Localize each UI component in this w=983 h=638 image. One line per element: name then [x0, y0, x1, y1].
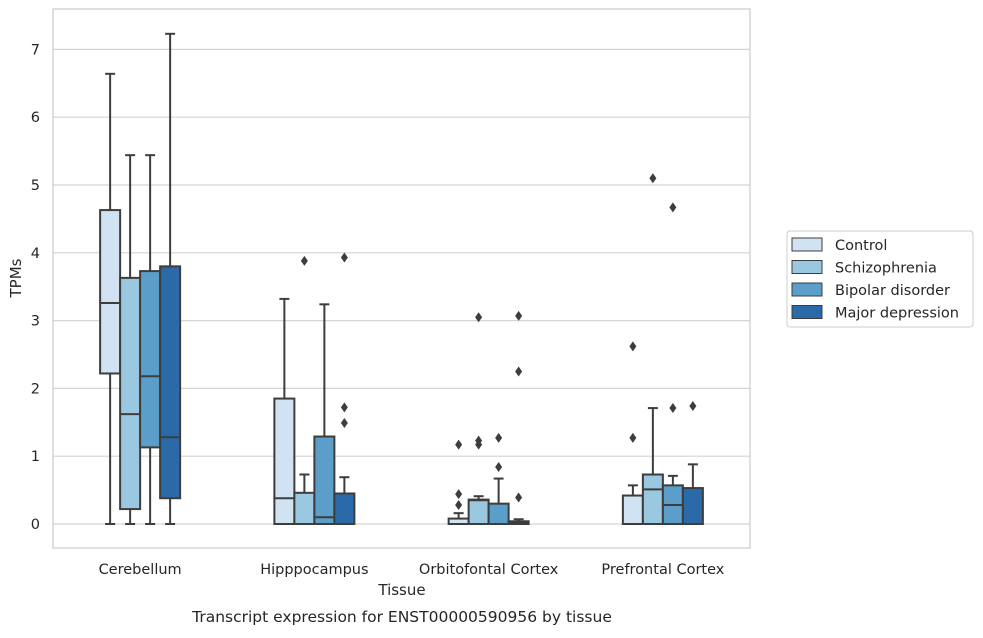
box-schizophrenia: [641, 173, 664, 526]
box-schizophrenia: [467, 312, 490, 526]
box-iqr: [333, 492, 356, 525]
legend-swatch: [791, 282, 823, 297]
box-bipolar-disorder: [139, 154, 162, 525]
outlier-point: [475, 312, 483, 323]
box-iqr: [99, 209, 122, 375]
outlier-point: [515, 492, 523, 503]
box-control: [99, 72, 122, 525]
box-iqr: [641, 473, 664, 526]
plot-frame: [52, 8, 751, 549]
outlier-point: [475, 435, 483, 446]
y-tick-label: 0: [31, 517, 40, 533]
box-major-depression: [681, 401, 704, 526]
outlier-point: [669, 403, 677, 414]
box-control: [273, 297, 296, 526]
box-iqr: [159, 265, 182, 500]
outlier-point: [340, 252, 348, 263]
legend: Control Schizophrenia Bipolar disorder Majo…: [786, 230, 974, 328]
legend-label: Major depression: [835, 306, 959, 322]
legend-swatch: [791, 260, 823, 274]
box-schizophrenia: [119, 154, 142, 525]
box-iqr: [467, 498, 490, 526]
outlier-point: [689, 401, 697, 412]
y-tick-label: 2: [31, 381, 40, 397]
y-tick-label: 1: [31, 449, 40, 465]
legend-frame: [786, 230, 974, 328]
outlier-point: [515, 310, 523, 321]
box-iqr: [119, 276, 142, 511]
x-tick-labels: Cerebellum Hipppocampus Orbitofontal Corte…: [99, 562, 725, 578]
outlier-point: [340, 417, 348, 428]
outlier-point: [495, 462, 503, 473]
outlier-point: [629, 432, 637, 443]
chart-caption: Transcript expression for ENST0000059095…: [191, 608, 612, 626]
legend-label: Bipolar disorder: [835, 283, 950, 299]
outlier-point: [340, 402, 348, 413]
legend-label: Control: [835, 238, 887, 254]
outlier-point: [629, 341, 637, 352]
outlier-point: [455, 489, 463, 500]
box-iqr: [313, 435, 336, 525]
outlier-point: [649, 173, 657, 184]
y-tick-label: 7: [31, 42, 40, 58]
x-tick-label: Orbitofontal Cortex: [419, 562, 559, 578]
y-tick-label: 4: [31, 246, 40, 262]
x-axis-label: Tissue: [377, 581, 425, 599]
box-major-depression: [159, 32, 182, 525]
box-control: [447, 439, 470, 525]
box-major-depression: [507, 310, 530, 526]
legend-swatch: [791, 237, 823, 252]
box-iqr: [139, 270, 162, 449]
box-iqr: [681, 487, 704, 526]
legend-swatch: [791, 305, 823, 319]
y-axis-label: TPMs: [7, 258, 25, 298]
box-control: [621, 341, 644, 525]
outlier-point: [455, 500, 463, 511]
box-bipolar-disorder: [661, 202, 684, 526]
box-bipolar-disorder: [313, 303, 336, 525]
box-schizophrenia: [293, 255, 316, 526]
box-major-depression: [333, 252, 356, 525]
y-tick-label: 5: [31, 178, 40, 194]
y-tick-label: 6: [31, 110, 40, 126]
x-tick-label: Prefrontal Cortex: [601, 562, 724, 578]
outlier-point: [455, 439, 463, 450]
box-iqr: [487, 502, 510, 526]
y-tick-label: 3: [31, 314, 40, 330]
outlier-point: [669, 202, 677, 213]
outlier-point: [515, 366, 523, 377]
box-groups: [99, 32, 704, 526]
outlier-point: [495, 432, 503, 443]
box-iqr: [621, 494, 644, 525]
box-iqr: [293, 491, 316, 526]
outlier-point: [300, 255, 308, 266]
box-bipolar-disorder: [487, 432, 510, 526]
y-tick-labels: 0 1 2 3 4 5 6 7: [31, 42, 40, 533]
box-iqr: [273, 397, 296, 526]
x-tick-label: Cerebellum: [99, 562, 182, 578]
legend-label: Schizophrenia: [835, 261, 937, 277]
x-tick-label: Hipppocampus: [260, 562, 368, 578]
